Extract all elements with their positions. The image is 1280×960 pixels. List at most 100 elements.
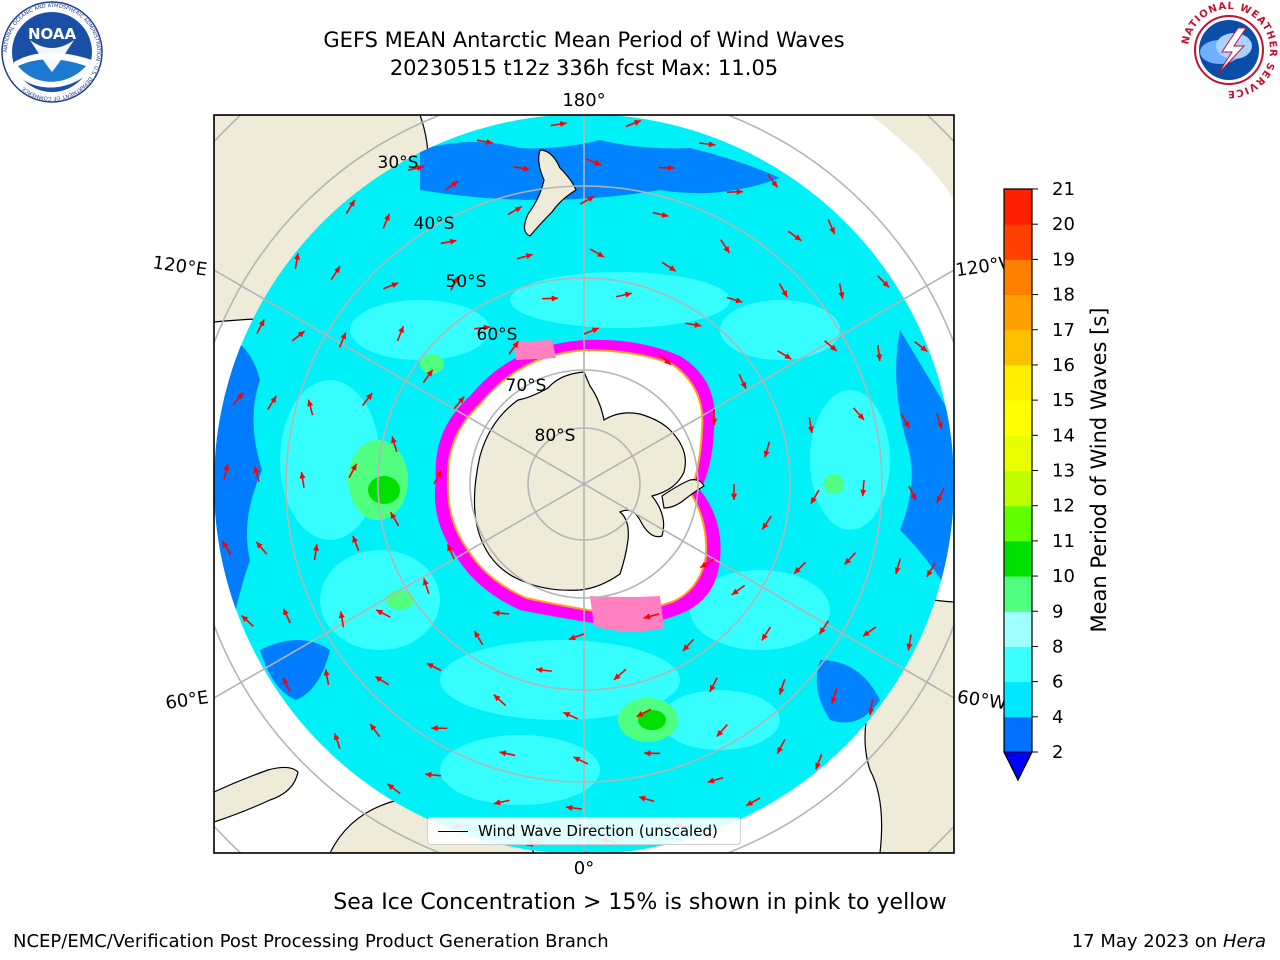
wind-wave-arrow-head [777, 746, 784, 754]
wind-wave-arrow-head [449, 238, 457, 245]
wind-wave-arrow-head [416, 165, 424, 172]
wind-wave-arrow-head [334, 266, 341, 274]
colorbar-bin [1004, 189, 1032, 225]
wind-wave-arrow-head [499, 750, 507, 757]
map-frame [213, 114, 955, 854]
wind-wave-arrow-head [391, 282, 399, 289]
colorbar-bin [1004, 470, 1032, 507]
wind-wave-arrow-head [876, 354, 883, 361]
colorbar-bin [1004, 540, 1032, 577]
lon-label-0: 0° [574, 858, 594, 879]
wind-wave-arrow-head [910, 493, 917, 501]
national-weather-service-logo-icon: NATIONAL WEATHER SERVICE [1180, 1, 1277, 99]
colorbar-label: Mean Period of Wind Waves [s] [1087, 308, 1111, 633]
wind-wave-arrow-head [565, 804, 573, 811]
wind-wave-arrow-head [784, 353, 792, 360]
wind-wave-arrow-head [535, 666, 543, 674]
map-subtitle: 20230515 t12z 336h fcst Max: 11.05 [389, 56, 779, 80]
sea-ice-weddell [590, 596, 664, 632]
wind-wave-arrow-head [830, 344, 837, 352]
wind-wave-arrow-head [594, 159, 602, 166]
wind-wave-arrow-head [270, 396, 277, 404]
wind-wave-arrow-head [223, 464, 230, 471]
wind-wave-arrow-head [525, 253, 533, 260]
wind-wave-arrow-head [370, 723, 377, 731]
meridian-120e [214, 269, 585, 485]
colorbar-bin [1004, 716, 1032, 753]
wind-wave-arrow-head [894, 566, 901, 574]
land-ne-corner [870, 115, 954, 200]
wind-wave-arrow-head [241, 615, 249, 623]
colorbar-bin [1004, 259, 1032, 296]
wind-wave-arrow-head [740, 381, 747, 389]
wind-wave-arrow-head [447, 544, 453, 552]
wind-wave-arrow-head [486, 138, 493, 145]
field-zone-cyan [280, 272, 890, 805]
wind-wave-arrow-head [387, 783, 395, 791]
meridian-60w [583, 483, 954, 699]
lat-label-50s: 50°S [446, 272, 487, 292]
wind-wave-arrow-head [493, 694, 501, 702]
wind-wave-arrow-head [644, 750, 651, 757]
footer-host: Hera [1222, 931, 1266, 952]
colorbar-tick-label: 14 [1052, 425, 1075, 446]
colorbar-tick-label: 4 [1052, 707, 1063, 728]
wind-wave-arrow-head [256, 541, 263, 549]
wind-wave-arrow-head [236, 392, 244, 400]
meridian-120w [583, 269, 954, 485]
wind-wave-arrow-head [763, 450, 770, 458]
wind-wave-arrow-head [709, 684, 716, 692]
land-new-zealand [523, 149, 577, 237]
field-zone-blue-sw [260, 640, 330, 700]
field-zone-blue-north [420, 140, 780, 200]
wind-wave-arrow-head [283, 677, 289, 685]
wind-wave-arrow-head [384, 213, 390, 221]
wind-wave-arrow-head [375, 676, 383, 683]
wind-wave-arrow-head [862, 630, 870, 637]
wind-wave-arrow-head [426, 369, 433, 377]
wind-wave-arrow-head [514, 206, 522, 213]
wind-wave-arrow-head [624, 291, 632, 298]
field-zone-blue-west [214, 330, 262, 640]
wind-wave-arrow-head [723, 246, 730, 253]
colorbar-tick-label: 18 [1052, 285, 1075, 306]
wind-wave-arrow-head [522, 165, 530, 172]
land-antarctic-peninsula [661, 479, 705, 509]
colorbar-bin [1004, 400, 1032, 436]
wind-wave-arrow-head [736, 188, 743, 195]
footer-date-text: 17 May 2023 on [1071, 931, 1223, 952]
lon-label-120e: 120°E [151, 252, 208, 280]
wind-wave-arrow-head [819, 627, 826, 635]
wind-wave-arrow-head [694, 321, 702, 328]
field-zone-bright-green [368, 476, 666, 730]
wind-wave-arrow-head [457, 396, 465, 404]
wind-wave-arrow-head [422, 578, 429, 586]
colorbar-tick-label: 13 [1052, 461, 1075, 482]
wind-wave-arrow-head [591, 327, 599, 334]
wind-wave-arrow-head [668, 164, 675, 171]
colorbar-frame [1003, 188, 1033, 782]
wind-wave-arrow-head [348, 199, 355, 207]
wind-wave-arrow-head [936, 495, 943, 503]
colorbar: 2 4 6 8 9 10 11 12 13 14 15 16 17 18 19 20 21 [1003, 179, 1075, 782]
wind-wave-arrow-head [920, 345, 928, 352]
wind-wave-arrow-head [222, 541, 229, 549]
wind-wave-arrow-head [391, 436, 397, 444]
wind-wave-arrow-head [568, 634, 576, 641]
wind-wave-arrow-head [435, 469, 442, 477]
field-zone-blue-east [896, 330, 954, 600]
wind-wave-arrow-head [474, 630, 481, 638]
wind-wave-arrow-head [333, 733, 340, 741]
wind-wave-arrow-head [708, 141, 716, 148]
wind-wave-arrow-head [643, 613, 651, 620]
wind-wave-arrow-head [426, 663, 434, 669]
wind-wave-arrow-head [860, 489, 867, 497]
wind-wave-arrow-head [636, 711, 644, 717]
wind-wave-arrow-head [563, 712, 571, 718]
field-zone-blue-south [816, 660, 880, 723]
wind-wave-arrow-head [425, 771, 432, 778]
colorbar-tick-label: 8 [1052, 636, 1063, 657]
wind-wave-arrow-head [493, 610, 500, 617]
wind-wave-arrow-head [451, 181, 459, 188]
wind-wave-arrow-head [711, 418, 718, 425]
